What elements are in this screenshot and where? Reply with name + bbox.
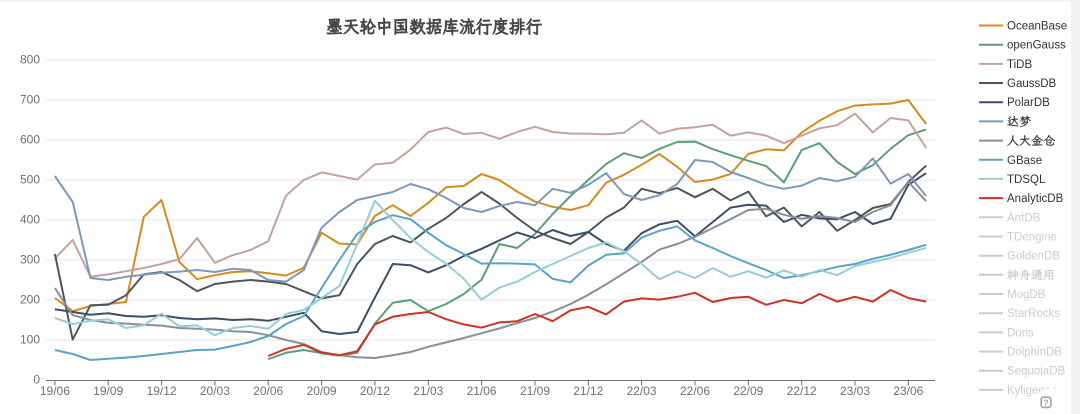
svg-text:400: 400 — [20, 212, 40, 226]
svg-text:21/06: 21/06 — [467, 384, 497, 398]
svg-text:?: ? — [1043, 397, 1048, 407]
svg-text:GBase: GBase — [1007, 155, 1042, 167]
svg-text:21/03: 21/03 — [413, 384, 443, 398]
svg-text:21/12: 21/12 — [573, 384, 603, 398]
svg-text:800: 800 — [20, 52, 40, 66]
svg-text:openGauss: openGauss — [1007, 40, 1066, 52]
svg-text:SequoiaDB: SequoiaDB — [1007, 366, 1066, 378]
svg-text:20/03: 20/03 — [200, 384, 230, 398]
svg-text:600: 600 — [20, 132, 40, 146]
svg-text:TDSQL: TDSQL — [1007, 174, 1046, 186]
svg-text:19/09: 19/09 — [93, 384, 123, 398]
svg-text:200: 200 — [20, 292, 40, 306]
svg-text:21/09: 21/09 — [520, 384, 550, 398]
svg-text:DolphinDB: DolphinDB — [1007, 347, 1062, 359]
svg-text:22/12: 22/12 — [787, 384, 817, 398]
svg-text:20/12: 20/12 — [360, 384, 390, 398]
svg-text:23/06: 23/06 — [893, 384, 923, 398]
svg-text:20/09: 20/09 — [307, 384, 337, 398]
svg-text:GoldenDB: GoldenDB — [1007, 251, 1060, 263]
svg-text:OceanBase: OceanBase — [1007, 21, 1067, 33]
svg-text:22/06: 22/06 — [680, 384, 710, 398]
svg-text:100: 100 — [20, 332, 40, 346]
svg-text:MogDB: MogDB — [1007, 289, 1046, 301]
svg-text:300: 300 — [20, 252, 40, 266]
svg-text:19/06: 19/06 — [40, 384, 70, 398]
svg-text:0: 0 — [33, 372, 40, 386]
svg-text:StarRocks: StarRocks — [1007, 308, 1060, 320]
svg-text:20/06: 20/06 — [253, 384, 283, 398]
svg-text:19/12: 19/12 — [147, 384, 177, 398]
svg-text:22/03: 22/03 — [627, 384, 657, 398]
svg-text:TDengine: TDengine — [1007, 232, 1057, 244]
svg-text:GaussDB: GaussDB — [1007, 78, 1057, 90]
svg-text:TiDB: TiDB — [1007, 59, 1032, 71]
svg-text:PolarDB: PolarDB — [1007, 97, 1050, 109]
svg-text:AnalyticDB: AnalyticDB — [1007, 193, 1064, 205]
svg-text:500: 500 — [20, 172, 40, 186]
svg-text:23/03: 23/03 — [840, 384, 870, 398]
svg-text:AntDB: AntDB — [1007, 212, 1041, 224]
svg-text:22/09: 22/09 — [733, 384, 763, 398]
svg-text:700: 700 — [20, 92, 40, 106]
svg-text:Doris: Doris — [1007, 327, 1034, 339]
